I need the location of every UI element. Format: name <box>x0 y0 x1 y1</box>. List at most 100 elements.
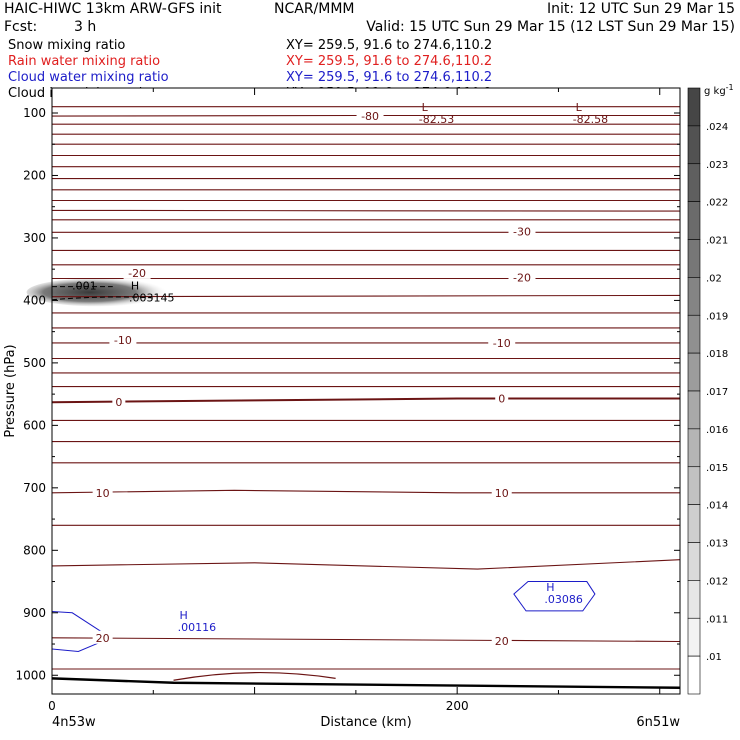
contour-label-bg <box>508 270 536 284</box>
extremum-type: L <box>576 101 583 114</box>
colorbar: .024 .023 .022 .021 .02 .019 .018 .017 .016 .015.… <box>687 87 728 695</box>
contour-label-bg <box>123 265 151 279</box>
colorbar-bin <box>687 655 701 695</box>
x-axis-label: Distance (km) <box>320 715 411 730</box>
colorbar-bin <box>687 201 701 240</box>
contour-label: -20 <box>513 271 531 284</box>
temperature-contour-line <box>51 559 681 570</box>
model-title: HAIC-HIWC 13km ARW-GFS init <box>4 1 222 17</box>
temperature-contours <box>51 106 681 670</box>
contour-label-bg <box>356 109 384 123</box>
y-tick-label: 700 <box>23 481 46 495</box>
colorbar-label: .016 <box>706 425 728 436</box>
cloud-water-contour <box>513 581 596 612</box>
init-time: Init: 12 UTC Sun 29 Mar 15 <box>547 1 735 17</box>
field-label: Cloud water mixing ratio <box>8 70 169 85</box>
colorbar-bin <box>687 390 701 430</box>
colorbar-bin <box>687 542 701 581</box>
colorbar-label: .024 <box>706 122 728 133</box>
cloud-ice-label: .001 <box>72 279 97 292</box>
extremum-type: H <box>180 609 188 622</box>
colorbar-unit-exp: -1 <box>726 83 734 92</box>
fcst-label: Fcst: <box>4 19 37 35</box>
field-xy: XY= 259.5, 91.6 to 274.6,110.2 <box>286 54 492 69</box>
y-tick-label: 300 <box>23 231 46 245</box>
colorbar-label: .022 <box>706 198 728 209</box>
extremum-type: L <box>422 101 429 114</box>
contour-label-bg <box>92 485 113 499</box>
contour-label: 20 <box>96 632 110 645</box>
colorbar-label: .01 <box>706 652 722 663</box>
colorbar-bin <box>687 504 701 543</box>
contour-label-bg <box>488 335 516 349</box>
colorbar-label: .018 <box>706 349 728 360</box>
x-tick-label: 200 <box>446 699 469 713</box>
extremum-value: .003145 <box>129 291 175 304</box>
colorbar-bin <box>687 617 701 657</box>
contour-label-bg <box>92 630 113 644</box>
temperature-contour-line <box>51 489 680 494</box>
field-xy: XY= 259.5, 91.6 to 274.6,110.2 <box>286 70 492 85</box>
contour-label: 10 <box>96 487 110 500</box>
x-tick-label: 0 <box>48 699 56 713</box>
contour-label-bg <box>109 332 137 346</box>
temperature-contour-line <box>51 209 681 212</box>
y-tick-label: 900 <box>23 606 46 620</box>
contour-label: 0 <box>115 396 122 409</box>
colorbar-label: .017 <box>706 387 728 398</box>
contour-label-bg <box>495 391 509 405</box>
plot-frame <box>52 88 680 694</box>
contour-label-bg <box>112 395 126 409</box>
temperature-contour-line <box>51 397 680 404</box>
y-tick-label: 400 <box>23 293 46 307</box>
temperature-contour-line <box>51 114 680 117</box>
y-tick-label: 100 <box>23 106 46 120</box>
colorbar-bin <box>687 125 701 165</box>
temperature-contour-line <box>51 294 681 298</box>
colorbar-bin <box>687 580 701 619</box>
colorbar-label: .023 <box>706 160 728 171</box>
colorbar-label: .021 <box>706 236 728 247</box>
y-tick-label: 600 <box>23 418 46 432</box>
near-surface-contour <box>173 671 336 681</box>
contour-label: -10 <box>493 337 511 350</box>
extremum-value: -82.53 <box>419 113 454 126</box>
y-tick-label: 800 <box>23 543 46 557</box>
colorbar-label: .011 <box>706 614 728 625</box>
valid-time: Valid: 15 UTC Sun 29 Mar 15 (12 LST Sun … <box>366 19 735 35</box>
special-contours <box>51 286 681 689</box>
x-axis: 0 200 <box>48 88 661 713</box>
colorbar-bin <box>687 277 701 316</box>
cloud-ice-contour <box>51 286 154 301</box>
y-tick-label: 500 <box>23 356 46 370</box>
contour-labels: -80 -30 -20 -20 -10 -10 0 0 10 10 20 20 .001 <box>72 109 536 648</box>
contour-label: -30 <box>513 226 531 239</box>
colorbar-label: .019 <box>706 311 728 322</box>
extremum-type: H <box>131 279 139 292</box>
extremum-value: .00116 <box>178 621 217 634</box>
contour-label: 10 <box>495 487 509 500</box>
colorbar-bin <box>687 466 701 505</box>
contour-label: -80 <box>361 110 379 123</box>
y-axis-label: Pressure (hPa) <box>3 344 18 437</box>
contour-label: 20 <box>495 635 509 648</box>
colorbar-bin <box>687 428 701 468</box>
fcst-value: 3 h <box>74 19 96 35</box>
surface-line <box>51 677 681 689</box>
colorbar-label: .015 <box>706 463 728 474</box>
colorbar-bin <box>687 87 701 127</box>
x-right-endpoint: 6n51w <box>636 715 680 730</box>
colorbar-unit: g kg-1 <box>704 83 734 97</box>
colorbar-bin <box>687 314 701 354</box>
field-xy: XY= 259.5, 91.6 to 274.6,110.2 <box>286 38 492 53</box>
colorbar-bin <box>687 239 701 278</box>
temperature-contour-line <box>51 637 681 643</box>
plot-border <box>51 87 681 695</box>
x-left-endpoint: 4n53w <box>52 715 96 730</box>
colorbar-label: .02 <box>706 273 722 284</box>
y-tick-label: 1000 <box>15 668 46 682</box>
